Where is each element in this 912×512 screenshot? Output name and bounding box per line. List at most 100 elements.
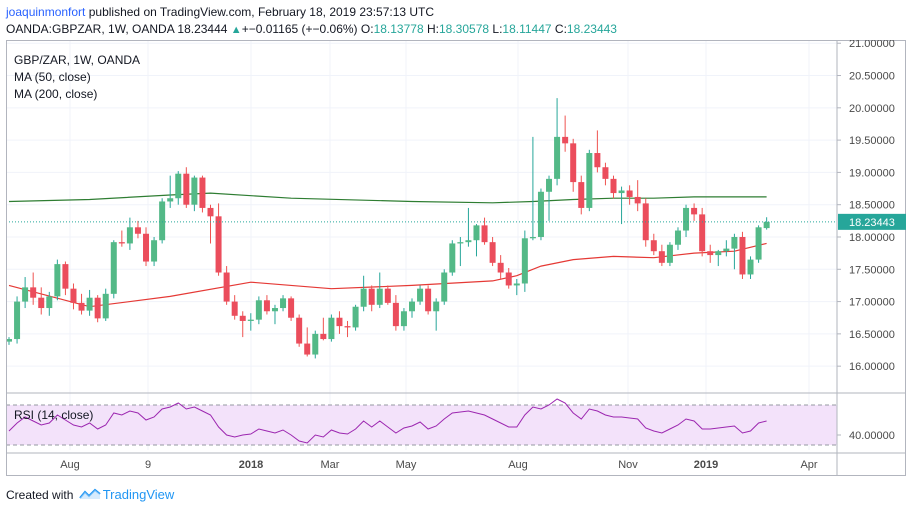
publisher-link[interactable]: joaquinmonfort — [6, 5, 86, 19]
price-tick-label: 20.50000 — [849, 71, 895, 83]
rsi-axis[interactable]: 40.00000 — [837, 430, 895, 442]
price-axis[interactable]: 21.00000 20.50000 20.00000 19.50000 19.00000… — [837, 38, 895, 373]
price-tick-label: 18.00000 — [849, 232, 895, 244]
candle-down — [602, 162, 609, 186]
candle-down — [336, 311, 343, 334]
candle-up — [417, 285, 424, 305]
candle-body — [739, 236, 746, 275]
candle-down — [634, 180, 641, 212]
rsi-line — [8, 398, 767, 444]
price-tick-label: 18.50000 — [849, 200, 895, 212]
time-tick-label: Aug — [508, 459, 528, 471]
candle-down — [505, 267, 512, 289]
candle-up — [715, 249, 722, 267]
chart-svg[interactable]: 21.00000 20.50000 20.00000 19.50000 19.00000… — [6, 38, 906, 476]
rsi-tick-label: 40.00000 — [849, 430, 895, 442]
price-tick-label: 20.00000 — [849, 103, 895, 115]
candle-body — [481, 225, 488, 243]
candle-body — [650, 240, 657, 252]
candle-down — [739, 231, 746, 279]
candle-body — [320, 333, 327, 340]
candle-down — [425, 285, 432, 315]
candle-body — [570, 143, 577, 183]
candle-body — [465, 240, 472, 243]
candle-body — [159, 201, 166, 241]
candle-down — [199, 175, 206, 213]
candle-up — [376, 272, 383, 309]
candle-up — [46, 291, 53, 316]
candle-body — [70, 288, 77, 303]
candle-down — [610, 175, 617, 199]
low-value: 18.11447 — [502, 22, 552, 36]
change-arrow-icon: ▲ — [230, 24, 242, 36]
candle-body — [691, 207, 698, 215]
candle-body — [143, 233, 150, 262]
price-tick-label: 21.00000 — [849, 40, 895, 50]
candle-body — [328, 317, 335, 340]
candle-up — [513, 278, 520, 296]
ma50-line — [8, 242, 767, 308]
candle-body — [457, 242, 464, 244]
candle-body — [449, 243, 456, 273]
candle-body — [126, 227, 133, 244]
candle-down — [78, 293, 85, 315]
candle-body — [400, 311, 407, 327]
candle-body — [38, 297, 45, 309]
candle-up — [521, 230, 528, 292]
created-with-label: Created with — [6, 488, 74, 502]
candle-up — [457, 236, 464, 267]
time-tick-label: Apr — [800, 459, 817, 471]
time-axis[interactable]: Aug 9 2018 Mar May Aug Nov 2019 Apr — [60, 459, 818, 471]
time-tick-label: Mar — [321, 459, 340, 471]
candle-body — [231, 301, 238, 316]
candle-up — [102, 288, 109, 321]
candle-body — [610, 178, 617, 194]
candle-body — [425, 288, 432, 312]
chart-border — [6, 40, 906, 476]
candle-up — [400, 308, 407, 331]
candle-up — [666, 242, 673, 267]
candle-up — [546, 175, 553, 221]
price-tick-label: 19.50000 — [849, 135, 895, 147]
footer: Created with TradingView — [6, 487, 174, 503]
price-tick-label: 17.50000 — [849, 264, 895, 276]
candle-down — [207, 204, 214, 244]
candle-body — [46, 296, 53, 309]
candle-body — [110, 242, 117, 294]
candle-body — [215, 216, 222, 273]
last-price: 18.23444 — [177, 22, 228, 36]
candle-down — [38, 287, 45, 315]
candle-body — [94, 297, 101, 319]
candle-up — [473, 224, 480, 257]
candle-body — [723, 248, 730, 252]
candle-down — [118, 230, 125, 247]
candle-body — [489, 242, 496, 263]
candle-down — [578, 175, 585, 215]
candle-down — [392, 295, 399, 331]
candle-body — [271, 308, 278, 312]
candle-body — [618, 190, 625, 194]
candle-down — [231, 295, 238, 320]
candle-body — [505, 272, 512, 286]
candle-down — [143, 227, 150, 267]
candle-down — [570, 138, 577, 192]
candle-body — [626, 190, 633, 197]
candle-body — [255, 300, 262, 320]
candle-up — [312, 330, 319, 359]
candle-up — [328, 314, 335, 342]
published-text: published on TradingView.com, February 1… — [88, 5, 435, 19]
candle-body — [497, 262, 504, 273]
candle-up — [280, 295, 287, 312]
candle-up — [151, 236, 158, 267]
candle-body — [102, 293, 109, 319]
candle-up — [723, 240, 730, 257]
tradingview-brand-link[interactable]: TradingView — [102, 487, 175, 502]
candle-body — [352, 306, 359, 328]
chart-frame[interactable]: 21.00000 20.50000 20.00000 19.50000 19.00000… — [6, 38, 906, 476]
candle-body — [296, 317, 303, 344]
legend-ma200: MA (200, close) — [14, 87, 97, 101]
candle-up — [755, 225, 762, 263]
candle-up — [167, 175, 174, 208]
candle-up — [14, 296, 21, 344]
open-value: 18.13778 — [373, 22, 424, 36]
